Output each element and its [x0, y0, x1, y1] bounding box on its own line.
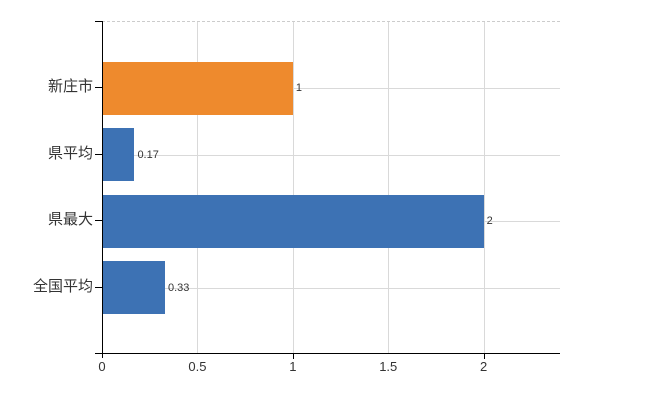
x-axis-tick — [483, 354, 485, 359]
bar-県平均 — [102, 128, 135, 182]
y-axis-category-label: 県平均 — [47, 144, 93, 162]
x-axis-tick-label: 2 — [480, 359, 488, 374]
bar-県最大 — [102, 194, 484, 248]
y-axis-tick — [95, 220, 102, 222]
gridline-horizontal — [102, 154, 560, 156]
bar-value-label: 1 — [295, 82, 302, 95]
x-axis-line — [95, 353, 560, 354]
y-axis-tick — [95, 87, 102, 89]
x-axis-tick-label: 0 — [98, 359, 106, 374]
x-axis-tick-label: 0.5 — [188, 359, 207, 374]
gridline-horizontal — [102, 88, 560, 90]
bar-value-label: 2 — [486, 215, 493, 228]
y-axis-category-label: 新庄市 — [47, 78, 93, 96]
bar-value-label: 0.17 — [137, 148, 159, 161]
x-axis-tick — [292, 354, 294, 359]
plot-area: 1 0.17 2 0.33 — [102, 21, 560, 354]
y-axis-category-label: 全国平均 — [32, 277, 93, 295]
gridline-vertical — [388, 22, 390, 354]
y-axis-line — [102, 21, 103, 358]
gridline-vertical — [197, 22, 199, 354]
y-axis-tick — [95, 286, 102, 288]
gridline-horizontal — [102, 287, 560, 289]
y-axis-category-label: 県最大 — [47, 211, 93, 229]
bar-全国平均 — [102, 261, 165, 315]
bar-value-label: 0.33 — [167, 281, 190, 294]
y-axis-tick — [95, 21, 102, 22]
x-axis-tick-label: 1.5 — [379, 359, 398, 374]
gridline-vertical — [483, 22, 485, 354]
bar-新庄市 — [102, 61, 293, 115]
y-axis-tick — [95, 153, 102, 155]
gridline-vertical — [292, 22, 294, 354]
x-axis-tick-label: 1 — [289, 359, 297, 374]
